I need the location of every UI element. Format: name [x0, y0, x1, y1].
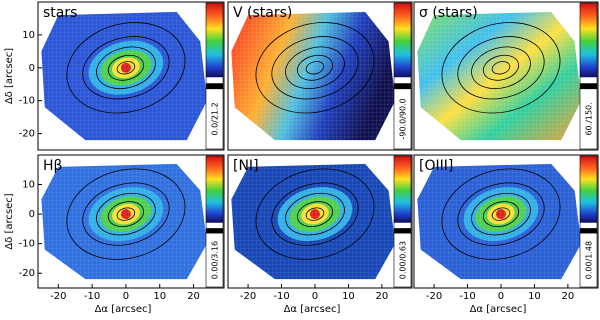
contour	[491, 61, 511, 75]
colorbar-label-box	[579, 232, 598, 288]
x-axis-label: Δα [arcsec]	[95, 304, 152, 315]
contour	[441, 168, 561, 260]
axes-frame	[227, 154, 413, 289]
contour	[482, 201, 520, 228]
contour	[296, 201, 334, 228]
contour	[82, 36, 170, 100]
contour	[471, 192, 531, 236]
x-tick-label: 20	[187, 291, 200, 302]
panel-title: [OIII]	[419, 158, 453, 174]
colorbar-label: 60./150.	[585, 102, 594, 135]
contour	[107, 201, 144, 228]
colorbar	[205, 2, 224, 90]
contour	[255, 168, 375, 260]
contour	[116, 207, 136, 221]
x-axis-label: Δα [arcsec]	[284, 304, 341, 315]
contour	[96, 46, 156, 89]
y-tick-label: 10	[22, 30, 35, 41]
map-grid	[41, 11, 208, 141]
x-axis-label: Δα [arcsec]	[470, 304, 527, 315]
contour	[271, 36, 359, 100]
colorbar-label-box	[393, 232, 412, 288]
contour	[441, 22, 561, 114]
x-tick-label: -20	[240, 291, 256, 302]
colorbar-label-box	[579, 88, 598, 150]
y-axis-label: Δδ [arcsec]	[4, 193, 15, 249]
panel: 0.00/1.48 [OIII] -20 -10 0 10 20 Δα [arcsec]	[413, 154, 599, 315]
contour	[296, 54, 334, 81]
y-tick-label: -10	[19, 239, 35, 250]
map-grid	[417, 11, 582, 141]
axes-frame	[227, 1, 413, 151]
axes-frame	[413, 1, 599, 151]
colorbar-label: 0.0/21.2	[211, 102, 220, 135]
colorbar	[393, 155, 412, 234]
panel: 0.00/3.16 Hβ -20 -10 0 10 -20 -10 0 10 20 Δα [arcse…	[4, 154, 225, 315]
panel-title: V (stars)	[233, 5, 292, 21]
colorbar-label: -90.0/90.0	[399, 98, 408, 139]
contour	[471, 46, 531, 89]
axes-frame	[37, 154, 225, 289]
x-tick-label: 20	[376, 291, 389, 302]
contour	[457, 36, 545, 100]
x-tick-label: -20	[426, 291, 442, 302]
y-axis-label: Δδ [arcsec]	[4, 48, 15, 104]
x-tick-label: -20	[50, 291, 66, 302]
x-tick-label: 10	[342, 291, 355, 302]
x-tick-label: -10	[273, 291, 289, 302]
y-tick-label: 10	[22, 180, 35, 191]
y-tick-label: 0	[29, 209, 35, 220]
x-tick-label: 0	[123, 291, 129, 302]
colorbar-label-box	[205, 232, 224, 288]
axes-frame	[413, 154, 599, 289]
panel: 0.00/0.63 [NI] -20 -10 0 10 20 Δα [arcsec]	[227, 154, 413, 315]
contour	[285, 46, 345, 89]
contour	[457, 182, 545, 246]
panel-title: σ (stars)	[419, 5, 478, 21]
contour	[66, 22, 186, 114]
colorbar-label-box	[205, 88, 224, 150]
x-tick-label: 10	[153, 291, 166, 302]
x-tick-label: 0	[498, 291, 504, 302]
contour	[271, 182, 359, 246]
y-tick-label: 0	[29, 63, 35, 74]
contour	[305, 207, 325, 221]
contour	[255, 22, 375, 114]
contour	[482, 54, 520, 81]
x-tick-label: -10	[84, 291, 100, 302]
map-grid	[231, 11, 396, 141]
y-tick-label: -20	[19, 129, 35, 140]
contour	[285, 192, 345, 236]
contour	[82, 182, 170, 246]
contour	[107, 54, 144, 81]
contour	[491, 207, 511, 221]
colorbar-label: 0.00/0.63	[399, 241, 408, 279]
colorbar	[393, 2, 412, 90]
colorbar	[579, 2, 598, 90]
x-tick-label: 20	[562, 291, 575, 302]
colorbar-label-box	[393, 88, 412, 150]
contour	[66, 168, 186, 260]
contour	[96, 192, 156, 236]
x-tick-label: -10	[459, 291, 475, 302]
colorbar-label: 0.00/3.16	[211, 241, 220, 279]
axes-frame	[37, 1, 225, 151]
x-tick-label: 0	[312, 291, 318, 302]
contour	[116, 61, 136, 75]
colorbar	[205, 155, 224, 234]
y-tick-label: -20	[19, 268, 35, 279]
panel: 0.0/21.2 stars -20 -10 0 10 Δδ [arcsec]	[4, 1, 225, 151]
colorbar	[579, 155, 598, 234]
colorbar-label: 0.00/1.48	[585, 241, 594, 279]
panel-title: stars	[43, 5, 77, 21]
contour	[305, 61, 325, 75]
y-tick-label: -10	[19, 96, 35, 107]
panel-title: Hβ	[43, 158, 62, 174]
panel: -90.0/90.0 V (stars)	[227, 1, 413, 151]
x-tick-label: 10	[528, 291, 541, 302]
panel-title: [NI]	[233, 158, 259, 174]
panel: 60./150. σ (stars)	[413, 1, 599, 151]
